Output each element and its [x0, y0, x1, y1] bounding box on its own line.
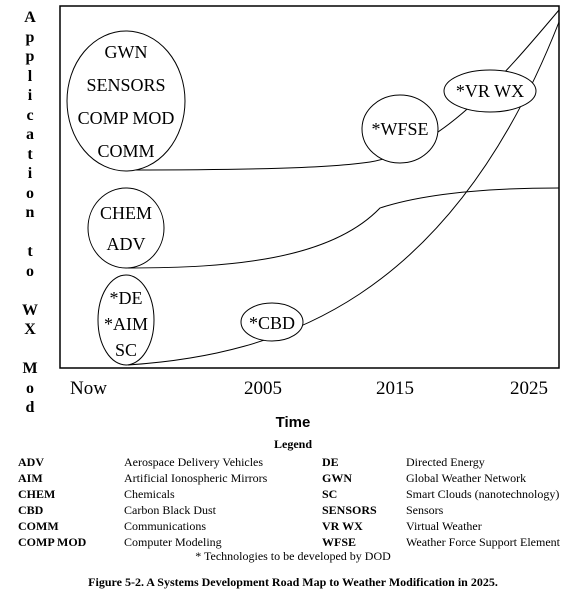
bubble-bottom-text-1: *DE — [110, 288, 143, 308]
y-axis-letter: d — [25, 399, 35, 416]
x-tick-2015: 2015 — [376, 378, 414, 399]
bubble-top-text-1: GWN — [105, 42, 148, 62]
legend-abbr: GWN — [322, 471, 352, 485]
y-axis-letter: l — [27, 67, 33, 85]
legend-description: Chemicals — [124, 487, 175, 501]
y-axis-letter: M — [22, 360, 38, 377]
legend-description: Artificial Ionospheric Mirrors — [124, 471, 268, 485]
bubble-top-text-4: COMM — [97, 141, 154, 161]
y-axis-letter: p — [25, 28, 35, 46]
footnote: * Technologies to be developed by DOD — [195, 549, 391, 563]
y-axis-letter: p — [25, 48, 35, 65]
y-axis-letter: t — [27, 243, 33, 260]
bubble-bottom-text-2: *AIM — [104, 314, 148, 334]
legend-description: Aerospace Delivery Vehicles — [124, 455, 264, 469]
x-tick-2005: 2005 — [244, 378, 282, 399]
y-axis-letter: A — [24, 9, 36, 26]
legend-description: Virtual Weather — [406, 519, 482, 533]
middle-path-line — [127, 187, 560, 269]
y-axis-letter: i — [27, 87, 33, 104]
legend-abbr: CHEM — [18, 487, 56, 501]
legend-description: Weather Force Support Element — [406, 535, 560, 549]
legend-abbr: AIM — [18, 471, 43, 485]
bubble-bottom — [97, 274, 155, 366]
y-axis-letter: o — [26, 262, 34, 280]
legend-description: Sensors — [406, 503, 444, 517]
legend-abbr: COMP MOD — [18, 535, 87, 549]
legend-description: Communications — [124, 519, 206, 533]
y-axis-letter: n — [25, 204, 35, 221]
bubble-top-text-2: SENSORS — [86, 75, 165, 95]
legend-abbr: COMM — [18, 519, 59, 533]
legend-title: Legend — [273, 437, 312, 451]
x-tick-2025: 2025 — [510, 378, 548, 399]
legend-description: Global Weather Network — [406, 471, 527, 485]
roadmap-diagram: GWN SENSORS COMP MOD COMM CHEM ADV *DE *… — [59, 5, 560, 369]
bottom-path-line — [127, 21, 560, 366]
legend-abbr: VR WX — [322, 519, 363, 533]
y-axis-letter: i — [27, 165, 33, 182]
bubble-wfse-text: *WFSE — [371, 119, 428, 139]
figure-caption: Figure 5-2. A Systems Development Road M… — [88, 575, 498, 589]
y-axis-letter: o — [26, 379, 34, 397]
bubble-top-text-3: COMP MOD — [78, 108, 175, 128]
legend-abbr: CBD — [18, 503, 44, 517]
x-tick-now: Now — [70, 378, 107, 399]
legend-description: Smart Clouds (nanotechnology) — [406, 487, 560, 501]
bubble-cbd-text: *CBD — [249, 313, 295, 333]
y-axis-letter: c — [26, 106, 34, 124]
legend-abbr: WFSE — [322, 535, 357, 549]
legend-abbr: SC — [322, 487, 338, 501]
y-axis-letter: W — [22, 301, 38, 319]
legend-abbr: SENSORS — [322, 503, 377, 517]
bubble-middle-text-2: ADV — [107, 234, 146, 254]
bubble-top — [66, 30, 186, 172]
y-axis-letter: t — [27, 145, 33, 163]
plot-frame — [59, 5, 560, 369]
bubble-bottom-text-3: SC — [115, 340, 137, 360]
y-axis-letter: o — [26, 184, 34, 202]
legend-abbr: DE — [322, 455, 339, 469]
bubble-vrwx — [443, 69, 537, 113]
legend-description: Directed Energy — [406, 455, 485, 469]
x-axis-title: Time — [275, 414, 311, 431]
legend-abbr: ADV — [18, 455, 44, 469]
y-axis-letter: X — [24, 321, 36, 338]
y-axis-letter: a — [26, 126, 34, 143]
bubble-cbd — [240, 302, 304, 342]
legend-description: Computer Modeling — [124, 535, 222, 549]
bubble-wfse — [361, 94, 439, 164]
legend-description: Carbon Black Dust — [124, 503, 216, 517]
bubble-vrwx-text: *VR WX — [456, 81, 524, 101]
bubble-middle-text-1: CHEM — [100, 203, 152, 223]
bubble-middle — [87, 187, 165, 269]
